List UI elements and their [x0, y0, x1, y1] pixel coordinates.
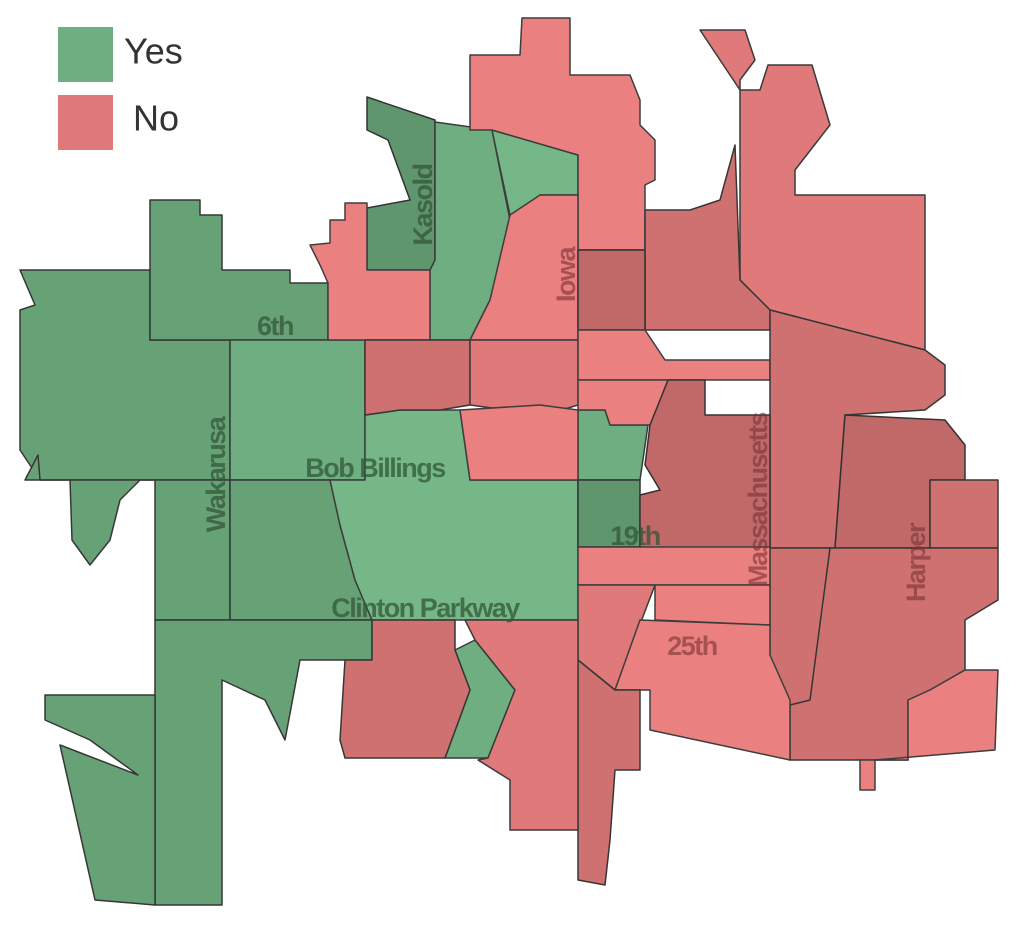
precinct [459, 404, 579, 481]
precinct [469, 339, 579, 416]
street-label: 6th [257, 311, 293, 341]
street-label: 25th [667, 631, 717, 661]
regions [19, 17, 999, 906]
precinct [339, 619, 471, 759]
street-label: Massachusetts [743, 412, 773, 587]
precinct [577, 249, 646, 331]
street-labels: 6th Kasold Iowa Bob Billings Wakarusa 19… [201, 164, 931, 661]
legend-swatch [58, 27, 113, 82]
street-label: Harper [901, 522, 931, 602]
precinct [364, 339, 471, 416]
street-label: Clinton Parkway [331, 593, 520, 623]
precinct [654, 584, 771, 626]
precinct [309, 202, 431, 341]
precinct [644, 144, 771, 331]
precinct [24, 454, 231, 621]
street-label: 19th [610, 521, 660, 551]
legend-label: Yes [124, 31, 183, 72]
precinct [577, 659, 641, 886]
precinct [44, 694, 156, 906]
street-label: Iowa [551, 246, 581, 302]
legend-swatch [58, 95, 113, 150]
legend: Yes No [58, 27, 183, 150]
precinct [577, 329, 771, 381]
street-label: Bob Billings [305, 453, 445, 483]
precinct [469, 17, 656, 251]
street-label: Kasold [408, 164, 438, 245]
precinct [464, 619, 579, 831]
street-label: Wakarusa [201, 415, 231, 532]
precinct [154, 619, 373, 906]
precinct [577, 546, 771, 586]
precinct [149, 199, 329, 341]
legend-label: No [133, 98, 179, 139]
precinct [699, 29, 926, 351]
precinct [929, 479, 999, 549]
precinct [859, 669, 999, 791]
